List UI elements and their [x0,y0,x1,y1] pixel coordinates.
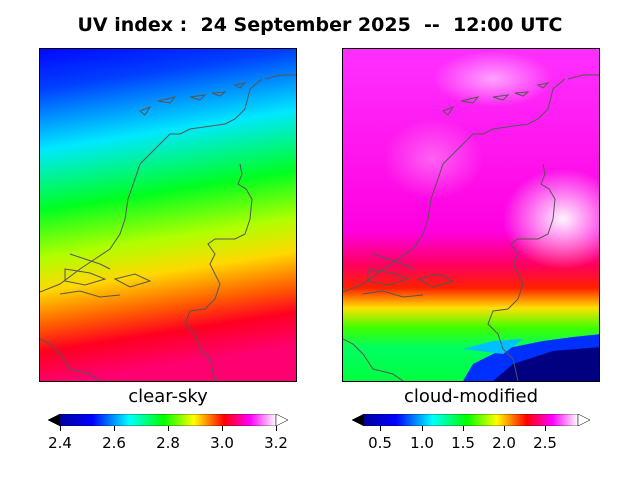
cloud-modified-label: cloud-modified [403,386,539,407]
colorbar-tick [504,426,505,431]
colorbar-tick-label: 3.2 [264,434,288,452]
colorbar-tick-label: 2.6 [102,434,126,452]
colorbar-tick [545,426,546,431]
cloud-modified-map [342,48,600,382]
cloud-modified-map-svg [343,49,599,381]
uv-field [40,49,296,381]
low-uv-cloud [463,339,523,354]
clear-sky-map [39,48,297,382]
colorbar-tick [222,426,223,431]
colorbar-tick-label: 2.4 [48,434,72,452]
colorbar-tick [276,426,277,431]
colorbar-tick [60,426,61,431]
colorbar-tick-label: 2.5 [533,434,557,452]
map-title: UV index : 24 September 2025 -- 12:00 UT… [77,14,563,36]
clear-sky-colorbar [48,414,288,426]
colorbar-tick-label: 1.0 [410,434,434,452]
bright-patch [433,51,553,107]
clear-sky-label: clear-sky [128,386,208,407]
colorbar-tick [168,426,169,431]
clear-sky-map-svg [40,49,296,381]
coastline [343,74,599,381]
low-uv-cloud [493,347,599,381]
colorbar-tick-label: 3.0 [210,434,234,452]
colorbar-tick-label: 2.0 [492,434,516,452]
bright-patch [503,169,599,269]
colorbar-tick [114,426,115,431]
coastline [40,74,296,381]
cloud-modified-colorbar [352,414,590,426]
colorbar-tick-label: 2.8 [156,434,180,452]
colorbar-tick-label: 1.5 [451,434,475,452]
colorbar-tick-label: 0.5 [368,434,392,452]
bright-patch [383,119,483,199]
colorbar-tick [422,426,423,431]
colorbar-tick [463,426,464,431]
colorbar-tick [380,426,381,431]
